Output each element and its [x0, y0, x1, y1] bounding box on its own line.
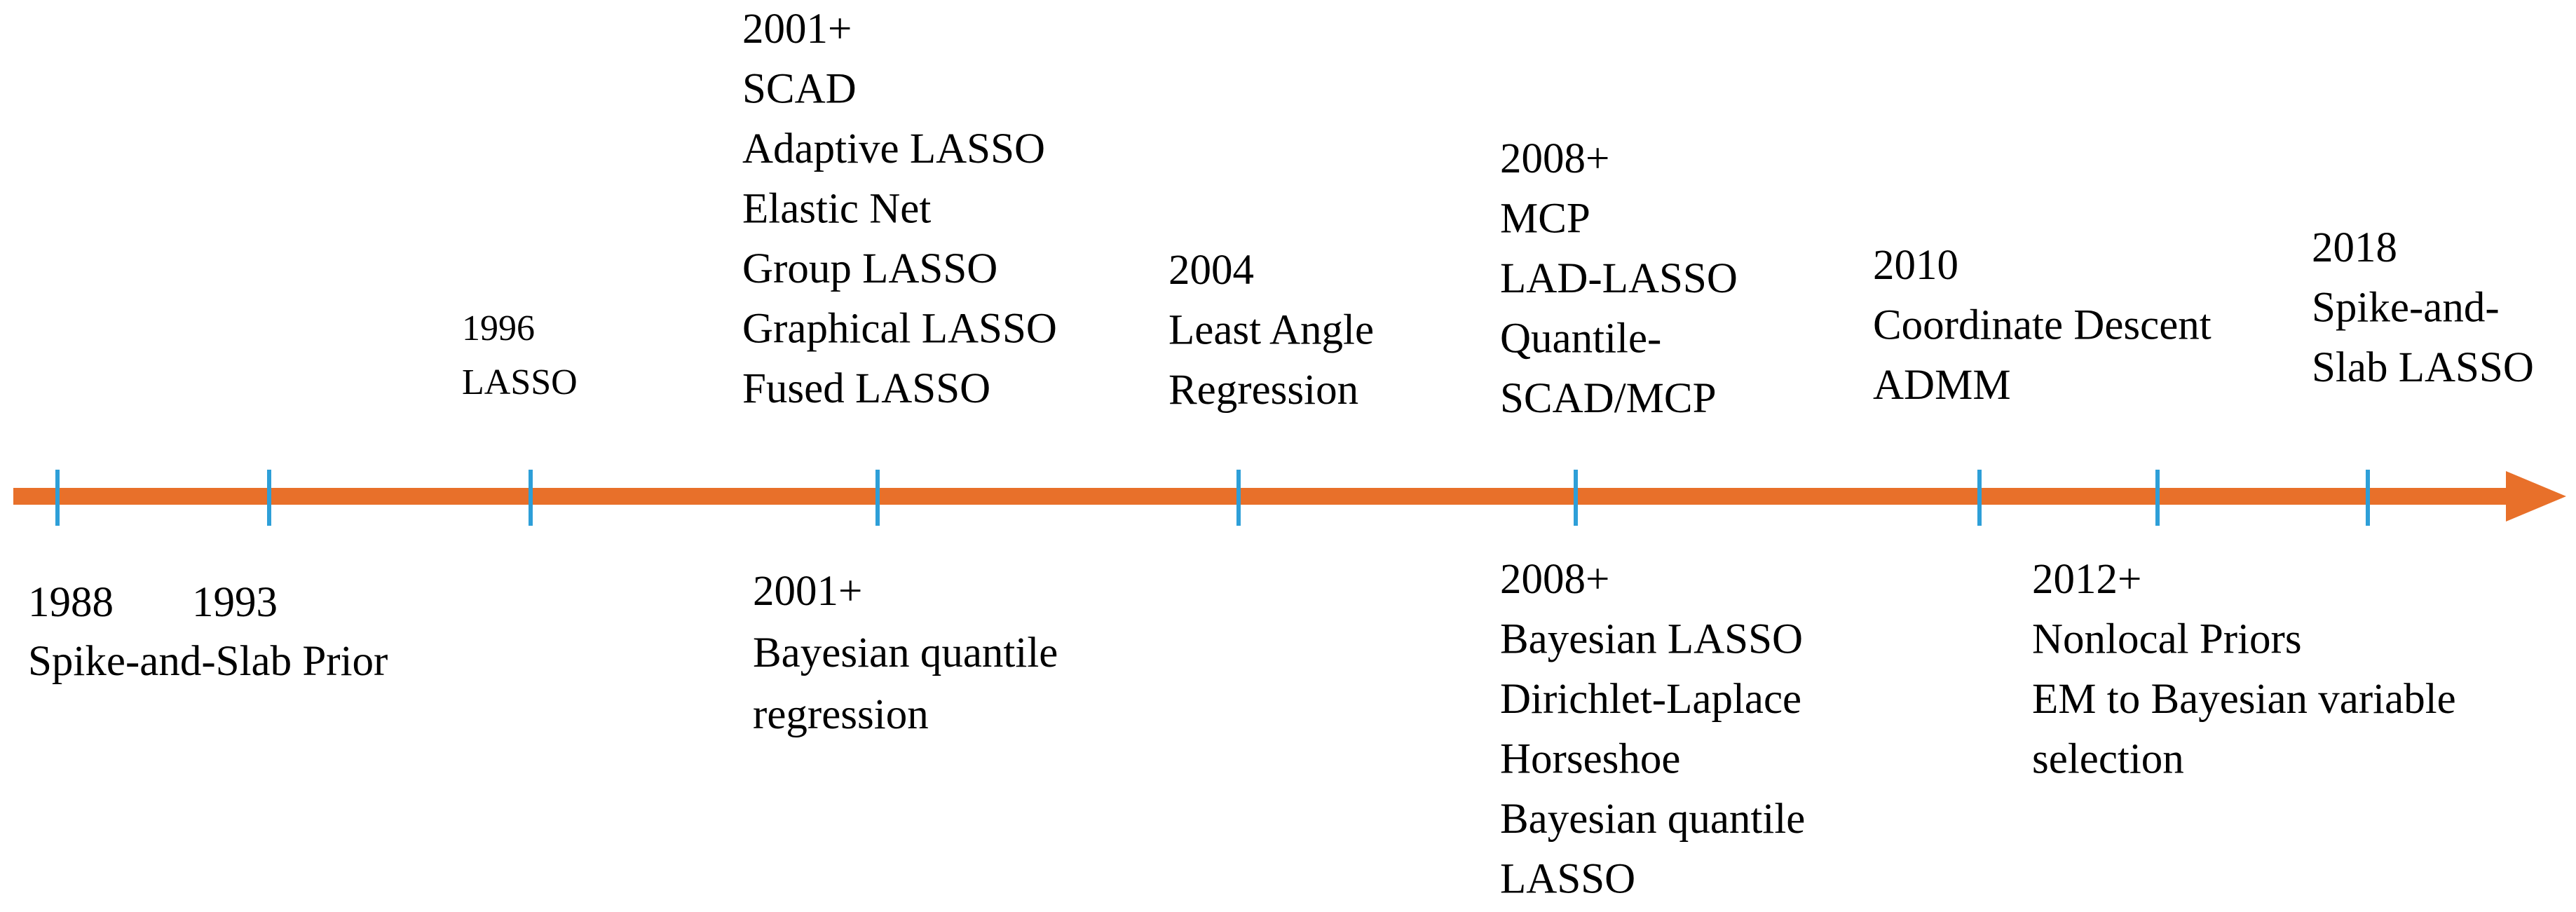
event-label: Horseshoe — [1500, 736, 1681, 783]
event-label: Elastic Net — [742, 186, 931, 233]
event-label: Dirichlet-Laplace — [1500, 676, 1801, 723]
event-label: ADMM — [1873, 362, 2011, 409]
event-year: 2008+ — [1500, 135, 1609, 182]
event-year: 2001+ — [742, 6, 852, 53]
event-label: Adaptive LASSO — [742, 125, 1045, 172]
event-year: 1993 — [192, 579, 278, 626]
event-label: Nonlocal Priors — [2032, 616, 2302, 663]
event-label: Quantile- — [1500, 315, 1661, 362]
event-year: 1988 — [28, 579, 114, 626]
event-label: Spike-and-Slab Prior — [28, 638, 388, 685]
event-label: SCAD — [742, 66, 857, 113]
event-label: MCP — [1500, 196, 1590, 243]
event-year: 2010 — [1873, 242, 1958, 289]
timeline-arrow-head — [2506, 471, 2566, 522]
event-year: 2001+ — [753, 568, 862, 615]
event-label: LASSO — [462, 362, 578, 402]
event-label: Bayesian LASSO — [1500, 616, 1803, 663]
event-label: Fused LASSO — [742, 365, 990, 412]
event-label: Least Angle — [1168, 307, 1374, 354]
event-label: Regression — [1168, 367, 1358, 414]
event-label: SCAD/MCP — [1500, 375, 1717, 422]
event-year: 2018 — [2312, 224, 2397, 271]
event-label: selection — [2032, 736, 2184, 783]
event-label: Graphical LASSO — [742, 306, 1057, 353]
event-label: regression — [753, 691, 929, 738]
event-label: LAD-LASSO — [1500, 255, 1738, 302]
event-label: Spike-and- — [2312, 285, 2500, 332]
event-year: 2004 — [1168, 247, 1254, 294]
event-label: EM to Bayesian variable — [2032, 676, 2456, 723]
event-year: 1996 — [462, 308, 535, 348]
event-label: LASSO — [1500, 856, 1635, 903]
event-year: 2008+ — [1500, 556, 1609, 603]
event-year: 2012+ — [2032, 556, 2141, 603]
timeline-ticks — [55, 470, 2370, 526]
event-label: Group LASSO — [742, 245, 997, 292]
timeline-arrow-shaft — [13, 488, 2516, 505]
event-label: Coordinate Descent — [1873, 302, 2212, 349]
event-label: Bayesian quantile — [753, 629, 1058, 676]
event-label: Bayesian quantile — [1500, 796, 1805, 843]
event-label: Slab LASSO — [2312, 344, 2534, 391]
